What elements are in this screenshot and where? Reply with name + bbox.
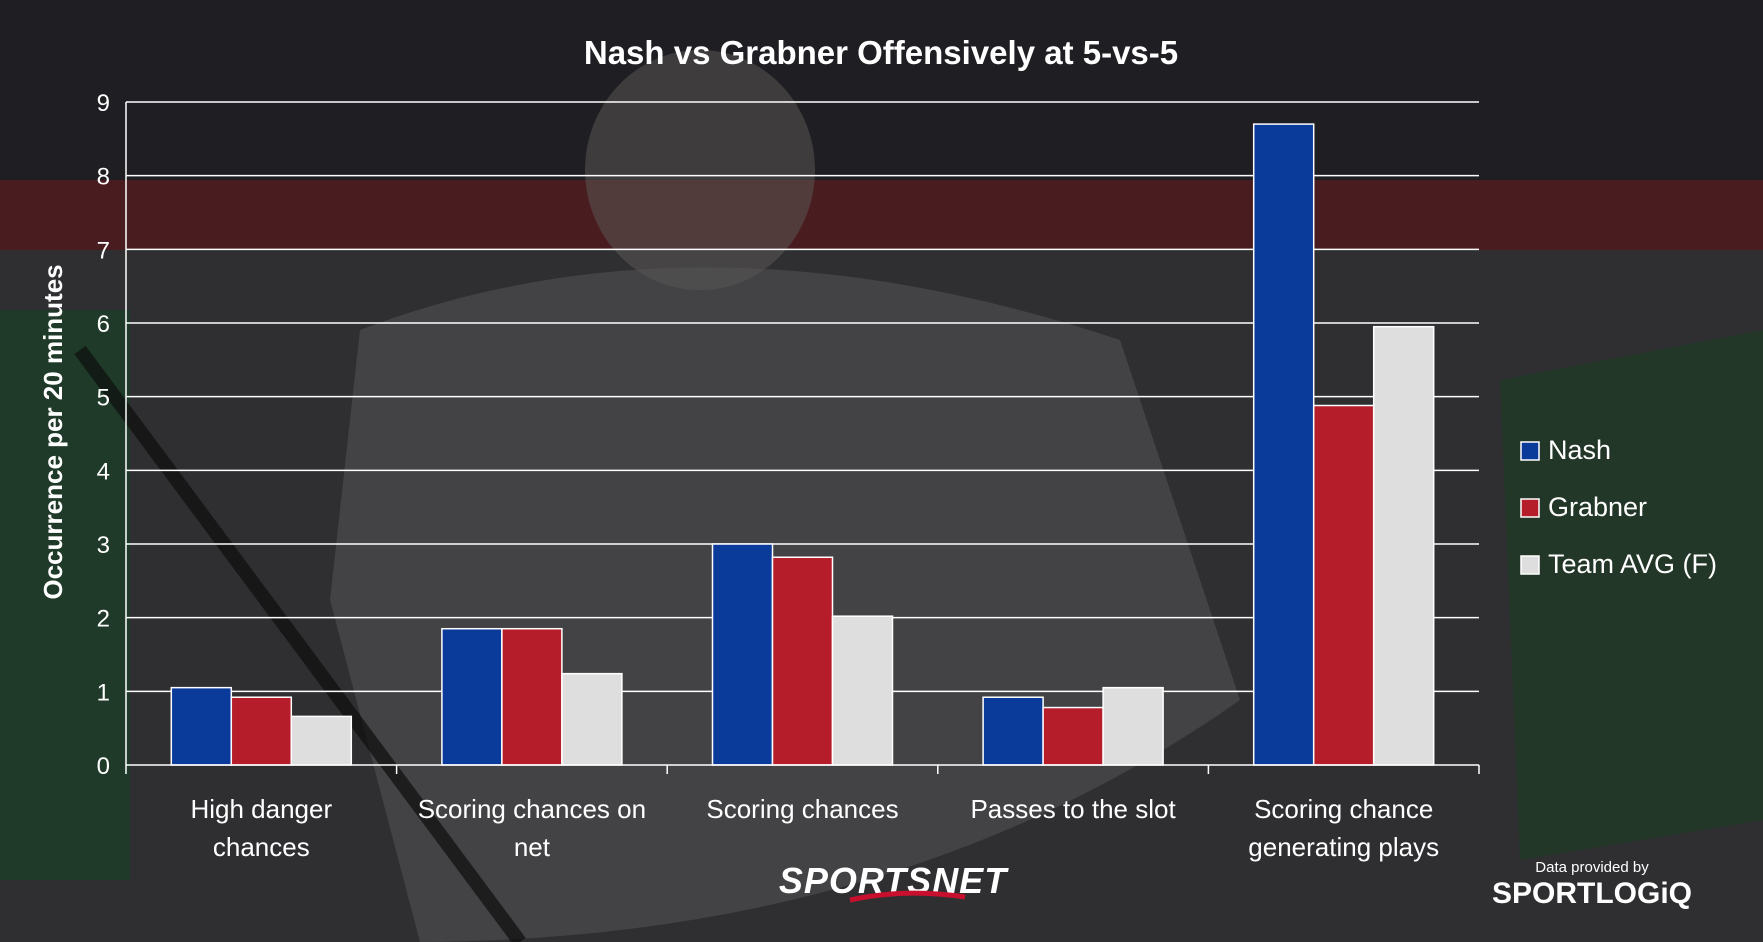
axes — [125, 102, 1480, 774]
y-axis-label: Occurrence per 20 minutes — [38, 264, 68, 599]
bar-nash-1 — [441, 627, 503, 766]
x-tick-label-4-line-0: Scoring chance — [1254, 794, 1433, 824]
bar-nash-0 — [170, 686, 233, 766]
legend-label-0: Nash — [1548, 435, 1611, 465]
y-tick-label-7: 7 — [97, 237, 110, 264]
bar-team-avg-f--4 — [1372, 325, 1435, 766]
legend-swatch-1 — [1520, 498, 1540, 518]
bar-grabner-3 — [1042, 706, 1104, 766]
bar-nash-2 — [711, 543, 774, 766]
bar-nash-3 — [982, 696, 1044, 766]
y-tick-label-9: 9 — [97, 90, 110, 117]
bar-grabner-2 — [771, 556, 834, 766]
y-tick-label-6: 6 — [97, 311, 110, 338]
x-tick-label-2-line-0: Scoring chances — [706, 794, 898, 824]
x-tick-label-0-line-0: High danger — [190, 794, 332, 824]
bar-grabner-4 — [1312, 404, 1375, 766]
bar-nash-4 — [1252, 123, 1315, 766]
sportsnet-swoosh — [849, 890, 966, 903]
x-tick-label-1-line-1: net — [514, 832, 551, 862]
x-tick-labels: High danger chances Scoring chances on net S… — [190, 794, 1439, 862]
legend-label-1: Grabner — [1548, 492, 1647, 522]
x-tick-label-3-line-0: Passes to the slot — [970, 794, 1176, 824]
bars — [170, 123, 1435, 766]
bar-team-avg-f--2 — [831, 615, 894, 766]
x-tick-label-1-line-0: Scoring chances on — [418, 794, 646, 824]
data-credit-text: Data provided by — [1535, 859, 1649, 876]
x-tick-label-4-line-1: generating plays — [1248, 832, 1439, 862]
y-tick-label-3: 3 — [97, 532, 110, 559]
legend-swatch-2 — [1520, 555, 1540, 575]
legend-label-2: Team AVG (F) — [1548, 549, 1717, 579]
x-tick-label-0-line-1: chances — [213, 832, 310, 862]
bar-team-avg-f--0 — [290, 715, 353, 766]
legend: Nash Grabner Team AVG (F) — [1520, 435, 1717, 579]
y-tick-labels: 0 1 2 3 4 5 6 7 8 9 — [97, 90, 110, 780]
y-tick-label-4: 4 — [97, 458, 110, 485]
bar-team-avg-f--1 — [561, 672, 623, 766]
bar-team-avg-f--3 — [1102, 686, 1164, 766]
legend-swatch-0 — [1520, 441, 1540, 461]
bar-grabner-1 — [501, 627, 563, 766]
y-tick-label-1: 1 — [97, 679, 110, 706]
y-tick-label-0: 0 — [97, 753, 110, 780]
sportlogiq-logo: SPORTLOGiQ — [1492, 877, 1692, 910]
chart-title: Nash vs Grabner Offensively at 5-vs-5 — [584, 34, 1178, 71]
y-tick-label-2: 2 — [97, 606, 110, 633]
y-tick-label-8: 8 — [97, 164, 110, 191]
y-tick-label-5: 5 — [97, 385, 110, 412]
bar-grabner-0 — [230, 696, 293, 766]
